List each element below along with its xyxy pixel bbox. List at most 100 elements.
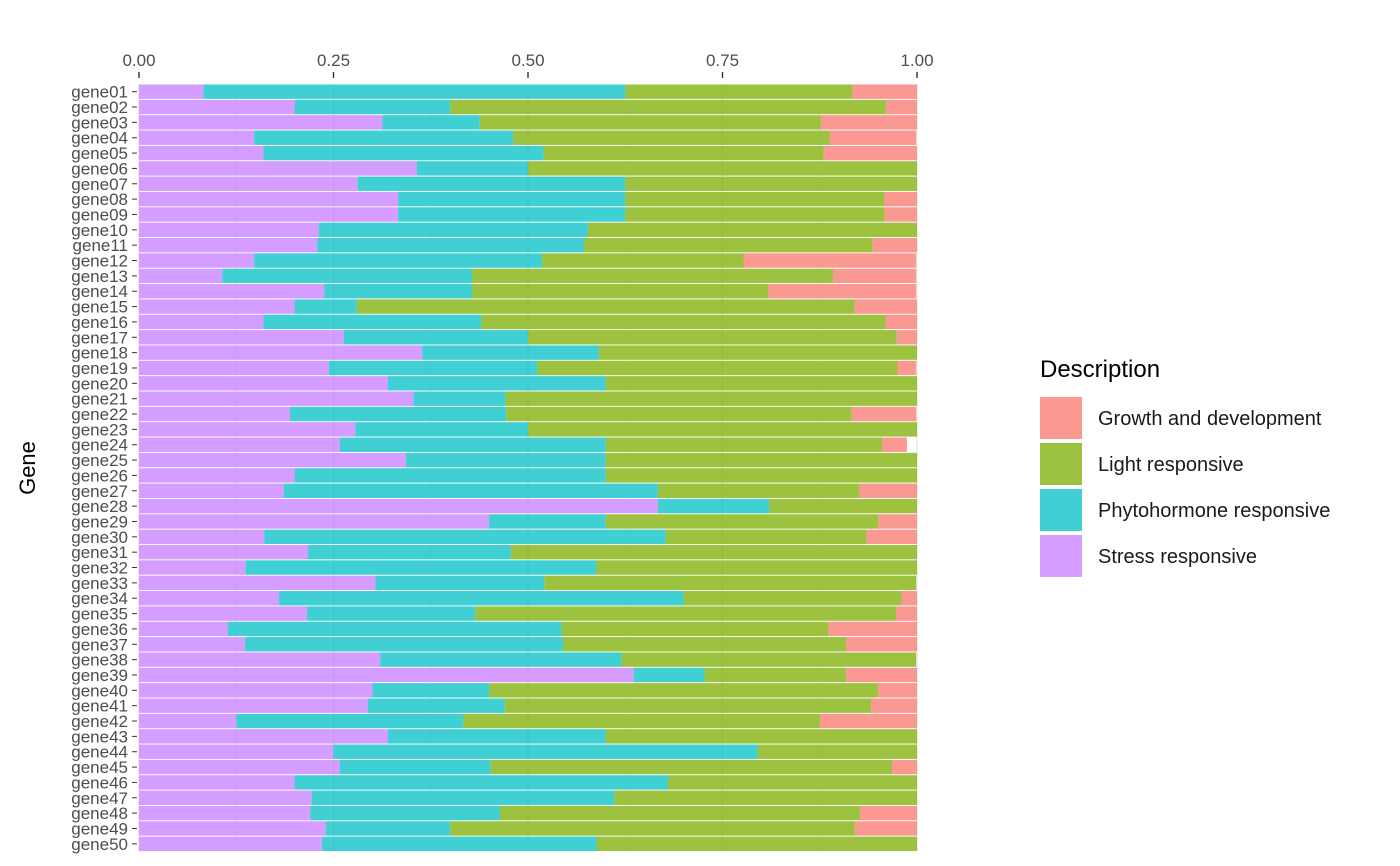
bar-gene34-phytohormone-responsive: [279, 591, 684, 606]
bar-gene29-growth-and-development: [878, 514, 917, 529]
bar-gene10-light-responsive: [587, 222, 917, 238]
bar-gene12-growth-and-development: [743, 253, 917, 268]
bar-gene35-phytohormone-responsive: [307, 606, 476, 621]
legend-label: Light responsive: [1098, 454, 1244, 476]
bar-gene42-stress-responsive: [139, 713, 237, 729]
bar-gene07-phytohormone-responsive: [357, 176, 626, 191]
bar-gene08-light-responsive: [625, 191, 885, 207]
y-tick-label: gene48: [71, 804, 128, 823]
bar-gene31-light-responsive: [510, 544, 917, 560]
bar-gene43-stress-responsive: [139, 729, 388, 744]
y-tick-label: gene45: [71, 758, 128, 777]
bar-gene25-light-responsive: [605, 452, 917, 468]
y-tick-label: gene25: [71, 451, 128, 470]
bar-gene35-stress-responsive: [139, 606, 308, 621]
bar-gene22-stress-responsive: [139, 406, 290, 422]
bar-gene14-light-responsive: [471, 284, 769, 299]
bar-gene42-growth-and-development: [819, 713, 917, 729]
y-tick-label: gene19: [71, 359, 128, 378]
bar-gene22-light-responsive: [506, 406, 852, 422]
bar-gene40-light-responsive: [489, 683, 879, 698]
bar-gene21-phytohormone-responsive: [413, 391, 506, 406]
bar-gene20-stress-responsive: [139, 376, 388, 391]
bar-gene47-phytohormone-responsive: [311, 790, 615, 805]
bar-gene35-light-responsive: [475, 606, 896, 621]
bar-gene37-stress-responsive: [139, 637, 245, 652]
bar-gene49-growth-and-development: [854, 821, 917, 836]
bar-gene44-light-responsive: [757, 744, 917, 759]
x-tick-label: 0.00: [122, 51, 155, 70]
bar-gene22-phytohormone-responsive: [289, 406, 507, 422]
bar-gene27-phytohormone-responsive: [283, 483, 658, 498]
bar-gene33-light-responsive: [544, 575, 917, 591]
y-axis-title: Gene: [15, 441, 40, 495]
bar-gene16-stress-responsive: [139, 314, 264, 330]
bar-gene22-growth-and-development: [851, 406, 917, 422]
bar-gene32-stress-responsive: [139, 560, 246, 575]
y-tick-label: gene40: [71, 681, 128, 700]
bar-gene16-phytohormone-responsive: [263, 314, 482, 330]
bar-gene34-light-responsive: [683, 591, 902, 606]
bar-gene06-stress-responsive: [139, 161, 417, 176]
bar-gene21-light-responsive: [505, 391, 917, 406]
bar-gene40-stress-responsive: [139, 683, 373, 698]
bar-gene39-light-responsive: [704, 667, 847, 683]
y-tick-label: gene23: [71, 420, 128, 439]
bar-gene19-phytohormone-responsive: [328, 360, 538, 376]
y-tick-label: gene43: [71, 727, 128, 746]
bar-gene05-growth-and-development: [823, 145, 917, 161]
bar-gene41-growth-and-development: [871, 698, 917, 713]
y-tick-label: gene17: [71, 328, 128, 347]
bar-gene19-light-responsive: [537, 360, 898, 376]
bar-gene12-light-responsive: [542, 253, 744, 268]
bar-gene20-light-responsive: [605, 376, 917, 391]
bar-gene36-growth-and-development: [828, 621, 917, 637]
bar-gene10-stress-responsive: [139, 222, 319, 238]
bar-gene01-stress-responsive: [139, 84, 204, 99]
y-tick-label: gene29: [71, 512, 128, 531]
x-axis: 0.00 0.25 0.50 0.75 1.00: [122, 51, 934, 78]
bar-gene41-stress-responsive: [139, 698, 368, 713]
bar-gene01-light-responsive: [625, 84, 853, 99]
bar-gene19-stress-responsive: [139, 360, 329, 376]
y-tick-label: gene50: [71, 835, 128, 854]
y-tick-label: gene26: [71, 466, 128, 485]
bar-gene27-stress-responsive: [139, 483, 284, 498]
legend-key-stress-responsive: [1040, 535, 1082, 577]
y-tick-label: gene36: [71, 620, 128, 639]
y-tick-label: gene04: [71, 129, 128, 148]
bar-gene17-light-responsive: [528, 330, 897, 345]
bar-gene45-light-responsive: [490, 759, 893, 775]
y-tick-label: gene22: [71, 405, 128, 424]
y-tick-label: gene20: [71, 374, 128, 393]
bar-gene40-growth-and-development: [878, 683, 917, 698]
y-tick-label: gene12: [71, 252, 128, 271]
y-tick-label: gene07: [71, 175, 128, 194]
bar-gene05-stress-responsive: [139, 145, 264, 161]
bar-gene30-phytohormone-responsive: [264, 529, 666, 545]
bar-gene47-stress-responsive: [139, 790, 312, 805]
bar-gene11-growth-and-development: [872, 237, 917, 253]
bar-gene41-phytohormone-responsive: [367, 698, 505, 713]
legend-items: Growth and development Light responsive Ph…: [1040, 397, 1330, 577]
bar-gene18-light-responsive: [598, 345, 917, 360]
bar-gene03-stress-responsive: [139, 115, 383, 130]
bar-gene16-light-responsive: [481, 314, 886, 330]
bar-gene04-phytohormone-responsive: [254, 130, 514, 145]
y-tick-label: gene03: [71, 113, 128, 132]
bar-gene26-stress-responsive: [139, 468, 295, 483]
bar-gene33-stress-responsive: [139, 575, 376, 591]
bar-gene20-phytohormone-responsive: [387, 376, 606, 391]
y-tick-label: gene16: [71, 313, 128, 332]
bar-gene06-phytohormone-responsive: [416, 161, 528, 176]
bar-gene24-phytohormone-responsive: [339, 437, 606, 452]
y-tick-label: gene13: [71, 267, 128, 286]
bar-gene48-stress-responsive: [139, 805, 311, 821]
bar-gene24-growth-and-development: [881, 437, 907, 452]
bar-gene17-growth-and-development: [896, 330, 917, 345]
bar-gene15-light-responsive: [356, 299, 855, 314]
bar-gene37-light-responsive: [563, 637, 847, 652]
bar-gene23-phytohormone-responsive: [355, 422, 528, 437]
bar-gene24-stress-responsive: [139, 437, 340, 452]
y-tick-label: gene01: [71, 83, 128, 102]
